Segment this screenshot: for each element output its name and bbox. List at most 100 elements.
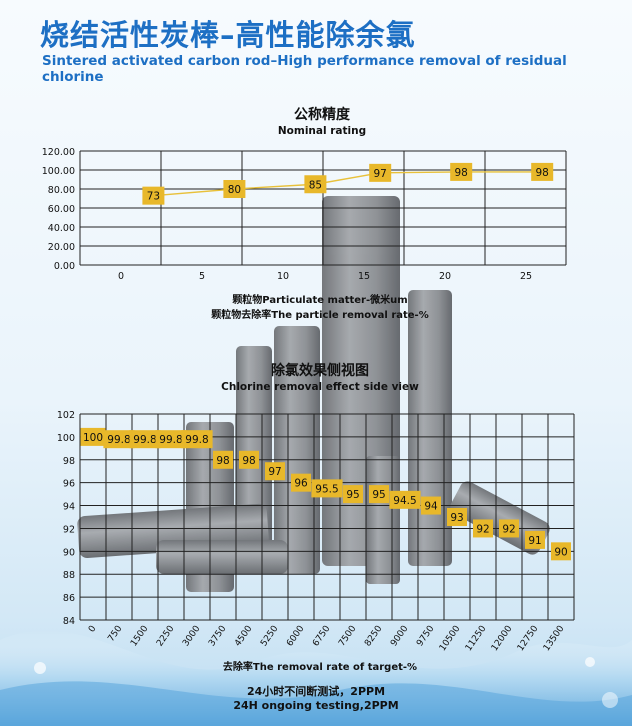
data-point: [311, 479, 343, 498]
data-label: 94.5: [393, 495, 416, 507]
data-point: [129, 430, 161, 449]
y-tick-label: 80.00: [48, 185, 75, 196]
data-point: [265, 462, 285, 481]
data-label: 99.8: [159, 434, 182, 446]
data-label: 100: [83, 432, 103, 444]
data-label: 95: [372, 489, 385, 501]
x-tick-label: 20: [439, 271, 451, 282]
x-tick-label: 7500: [337, 624, 358, 649]
data-point: [181, 430, 213, 449]
data-label: 95: [346, 489, 359, 501]
data-label: 98: [216, 455, 229, 467]
data-point: [389, 490, 421, 509]
data-label: 98: [242, 455, 255, 467]
data-point: [473, 519, 493, 538]
y-axis-label: 颗粒物去除率The particle removal rate-%: [211, 308, 428, 321]
carbon-rod: [156, 540, 288, 574]
x-tick-label: 12750: [516, 624, 541, 653]
data-point: [213, 450, 233, 469]
y-tick-label: 90: [63, 547, 75, 558]
data-label: 80: [228, 184, 241, 196]
data-point: [142, 186, 165, 205]
data-point: [369, 485, 389, 504]
data-point: [239, 450, 259, 469]
x-tick-label: 3000: [181, 624, 202, 649]
y-tick-label: 88: [63, 570, 75, 581]
x-tick-label: 5: [199, 271, 205, 282]
x-tick-label: 8250: [363, 624, 384, 649]
carbon-rod: [274, 326, 320, 574]
data-point: [525, 530, 545, 549]
series-line: [153, 171, 543, 197]
y-tick-label: 92: [63, 524, 75, 535]
y-tick-label: 20.00: [48, 242, 75, 253]
data-point: [499, 519, 519, 538]
x-tick-label: 2250: [155, 624, 176, 649]
data-point: [343, 485, 363, 504]
x-tick-label: 0: [87, 624, 99, 635]
carbon-rods: [77, 196, 550, 592]
carbon-rod: [236, 346, 272, 550]
y-tick-label: 86: [63, 593, 75, 604]
data-label: 98: [536, 167, 549, 179]
data-label: 99.8: [107, 434, 130, 446]
y-tick-label: 0.00: [54, 261, 75, 272]
x-tick-label: 5250: [259, 624, 280, 649]
data-point: [155, 430, 187, 449]
data-point: [421, 496, 441, 515]
x-tick-label: 4500: [233, 624, 254, 649]
x-tick-label: 750: [106, 624, 124, 644]
data-label: 95.5: [315, 483, 338, 495]
x-tick-label: 10500: [438, 624, 463, 653]
x-tick-label: 11250: [464, 624, 489, 653]
x-tick-label: 9000: [389, 624, 410, 649]
x-axis-label: 颗粒物Particulate matter-微米um: [232, 293, 407, 306]
y-tick-label: 120.00: [42, 147, 75, 158]
data-point: [223, 180, 246, 198]
y-tick-label: 102: [57, 410, 75, 421]
chart-subtitle: Nominal rating: [278, 125, 366, 137]
data-label: 90: [554, 546, 567, 558]
data-point: [103, 430, 135, 449]
chart-title: 除氯效果侧视图: [271, 362, 369, 379]
y-tick-label: 94: [63, 502, 75, 513]
data-point: [304, 175, 327, 194]
data-point: [551, 542, 571, 561]
water-splash: [0, 630, 632, 726]
data-point: [80, 427, 106, 446]
y-tick-label: 100.00: [42, 166, 75, 177]
data-point: [369, 163, 392, 182]
x-tick-label: 0: [118, 271, 124, 282]
y-tick-label: 60.00: [48, 204, 75, 215]
test-condition-en: 24H ongoing testing,2PPM: [233, 699, 399, 712]
data-label: 93: [450, 512, 463, 524]
x-tick-label: 25: [520, 271, 532, 282]
data-label: 92: [502, 523, 515, 535]
data-label: 94: [424, 501, 438, 513]
test-condition-cn: 24小时不间断测试，2PPM: [246, 685, 386, 698]
data-label: 98: [455, 167, 468, 179]
data-label: 97: [374, 168, 387, 180]
data-point: [450, 162, 473, 181]
plot-area: 84 86 88 90 92 94 96 98 100 102 0 750 1500 2250 3000 37…: [57, 410, 575, 653]
data-point: [291, 473, 311, 492]
data-label: 85: [309, 179, 322, 191]
x-tick-label: 3750: [207, 624, 228, 649]
page-subtitle: Sintered activated carbon rod–High perfo…: [42, 53, 567, 85]
data-label: 97: [268, 466, 281, 478]
data-label: 99.8: [185, 434, 208, 446]
data-label: 91: [528, 535, 541, 547]
x-tick-label: 12000: [490, 624, 515, 653]
x-tick-label: 1500: [129, 624, 150, 649]
y-tick-label: 40.00: [48, 223, 75, 234]
page-title: 烧结活性炭棒–高性能除余氯: [40, 18, 416, 52]
y-tick-label: 84: [63, 616, 75, 627]
x-tick-label: 6750: [311, 624, 332, 649]
x-axis-label: 去除率The removal rate of target-%: [223, 660, 417, 673]
x-tick-label: 15: [358, 271, 370, 282]
x-tick-label: 6000: [285, 624, 306, 649]
data-label: 92: [476, 523, 489, 535]
